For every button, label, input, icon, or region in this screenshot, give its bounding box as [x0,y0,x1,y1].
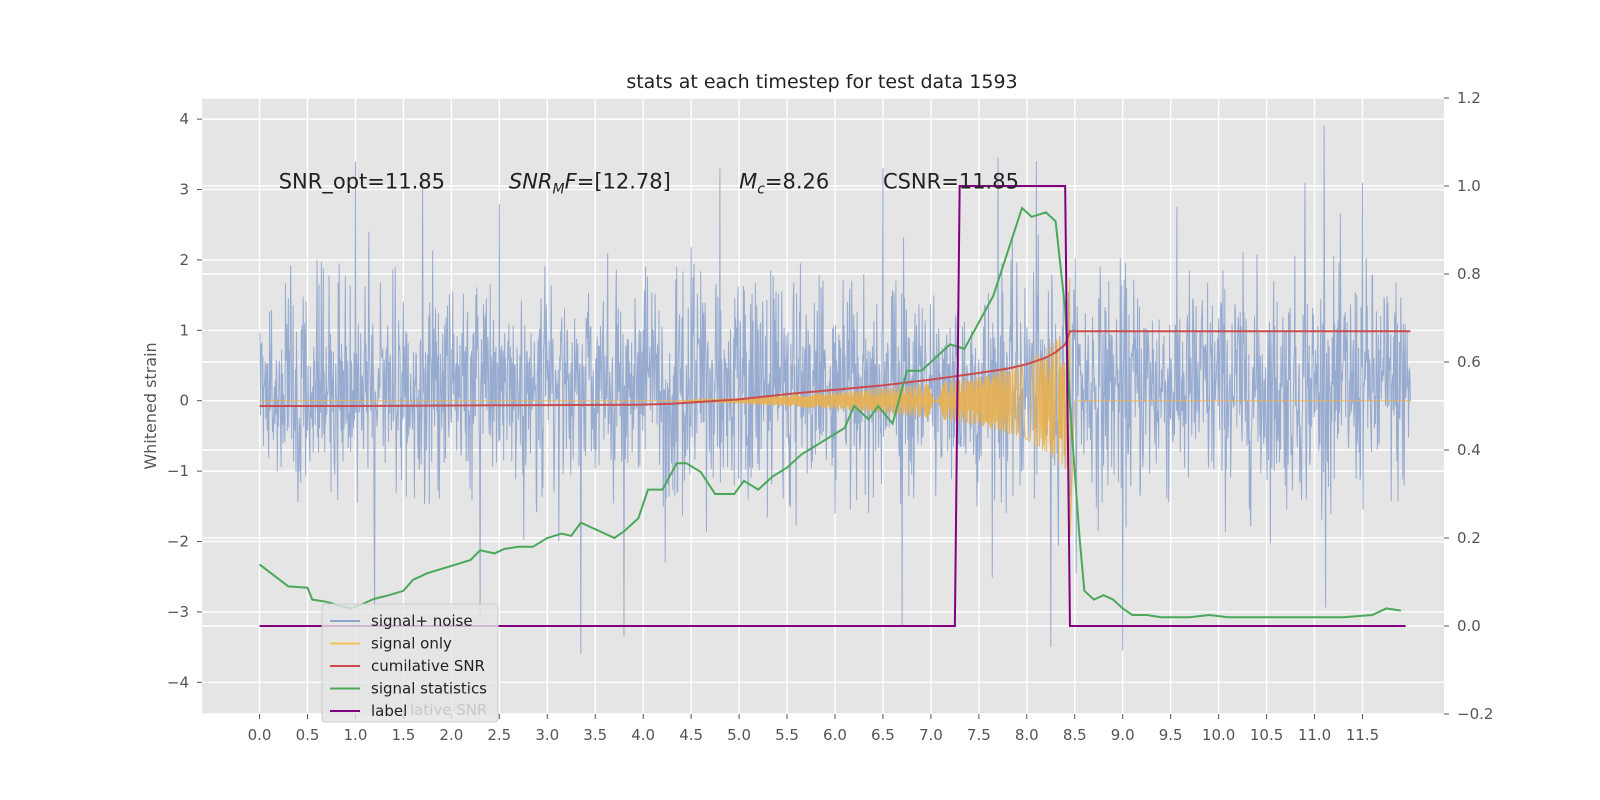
y-tick-label: −1 [167,462,189,480]
x-tick-label: 11.0 [1298,726,1331,744]
legend-label: signal+ noise [371,612,473,630]
series-signal-noise-line [259,126,1411,655]
series-label-line [259,185,1406,627]
y2-tick-label: −0.2 [1457,705,1493,723]
y-tick-label: 1 [179,321,189,339]
series-signal-only-line [259,277,1411,536]
series-cumilative-snr-line [259,330,1411,407]
annotation-text: Mc=8.26 [739,169,829,197]
legend-label: cumilative SNR [371,657,485,675]
x-tick-label: 10.0 [1202,726,1235,744]
y-tick-label: 0 [179,392,189,410]
series-signal-statistics-line [258,206,1401,619]
x-tick-label: 10.5 [1250,726,1283,744]
legend-box [321,603,499,723]
x-tick-label: 4.5 [679,726,703,744]
x-tick-label: 9.0 [1111,726,1135,744]
y-tick-label: −2 [167,533,189,551]
x-tick-label: 3.0 [535,726,559,744]
y-tick-label: 2 [179,251,189,269]
x-tick-label: 5.5 [775,726,799,744]
x-tick-label: 6.0 [823,726,847,744]
x-tick-label: 4.0 [631,726,655,744]
x-tick-label: 11.5 [1346,726,1379,744]
legend-label: signal statistics [371,680,487,698]
y-axis-left: −4 −3 −2 −1 0 1 2 3 4 [167,110,202,691]
x-tick-label: 7.0 [919,726,943,744]
series-lines [258,185,1411,627]
legend-ghost-text: lative SNR [410,701,487,719]
annotation-text: CSNR=11.85 [883,169,1019,193]
y2-tick-label: 0.8 [1457,265,1481,283]
y-tick-label: 4 [179,110,189,128]
series-signal-only [259,277,1411,536]
y2-tick-label: 0.6 [1457,353,1481,371]
y-axis-right: −0.2 0.0 0.2 0.4 0.6 0.8 1.0 1.2 [1444,89,1493,723]
y-axis-label: Whitened strain [141,342,160,469]
x-tick-label: 6.5 [871,726,895,744]
y2-tick-label: 1.0 [1457,177,1481,195]
x-tick-label: 5.0 [727,726,751,744]
x-tick-label: 0.5 [296,726,320,744]
series-signal-noise [259,126,1411,655]
x-tick-label: 1.0 [344,726,368,744]
x-tick-label: 9.5 [1159,726,1183,744]
y2-tick-label: 0.2 [1457,529,1481,547]
x-tick-label: 7.5 [967,726,991,744]
x-tick-label: 8.0 [1015,726,1039,744]
x-tick-label: 0.0 [248,726,272,744]
y2-tick-label: 0.4 [1457,441,1481,459]
legend-label: label [371,702,407,720]
y-tick-label: −4 [167,673,189,691]
legend-label: signal only [371,635,452,653]
x-tick-label: 2.0 [439,726,463,744]
annotation-text: SNR_opt=11.85 [279,169,445,194]
x-tick-label: 3.5 [583,726,607,744]
x-tick-label: 8.5 [1063,726,1087,744]
annotation-text: SNRMF=[12.78] [509,169,671,197]
chart-title: stats at each timestep for test data 159… [626,71,1017,93]
y2-tick-label: 0.0 [1457,617,1481,635]
legend: lative SNR signal+ noise signal only cumila… [321,603,499,723]
y-tick-label: −3 [167,603,189,621]
x-tick-label: 1.5 [391,726,415,744]
x-axis: 0.0 0.5 1.0 1.5 2.0 2.5 3.0 3.5 4.0 4.5 5.0 5.5 6.0 6… [248,714,1379,744]
x-tick-label: 2.5 [487,726,511,744]
annotations: SNR_opt=11.85 SNRMF=[12.78] Mc=8.26 CSNR=11… [279,169,1019,197]
y2-tick-label: 1.2 [1457,89,1481,107]
y-tick-label: 3 [179,181,189,199]
